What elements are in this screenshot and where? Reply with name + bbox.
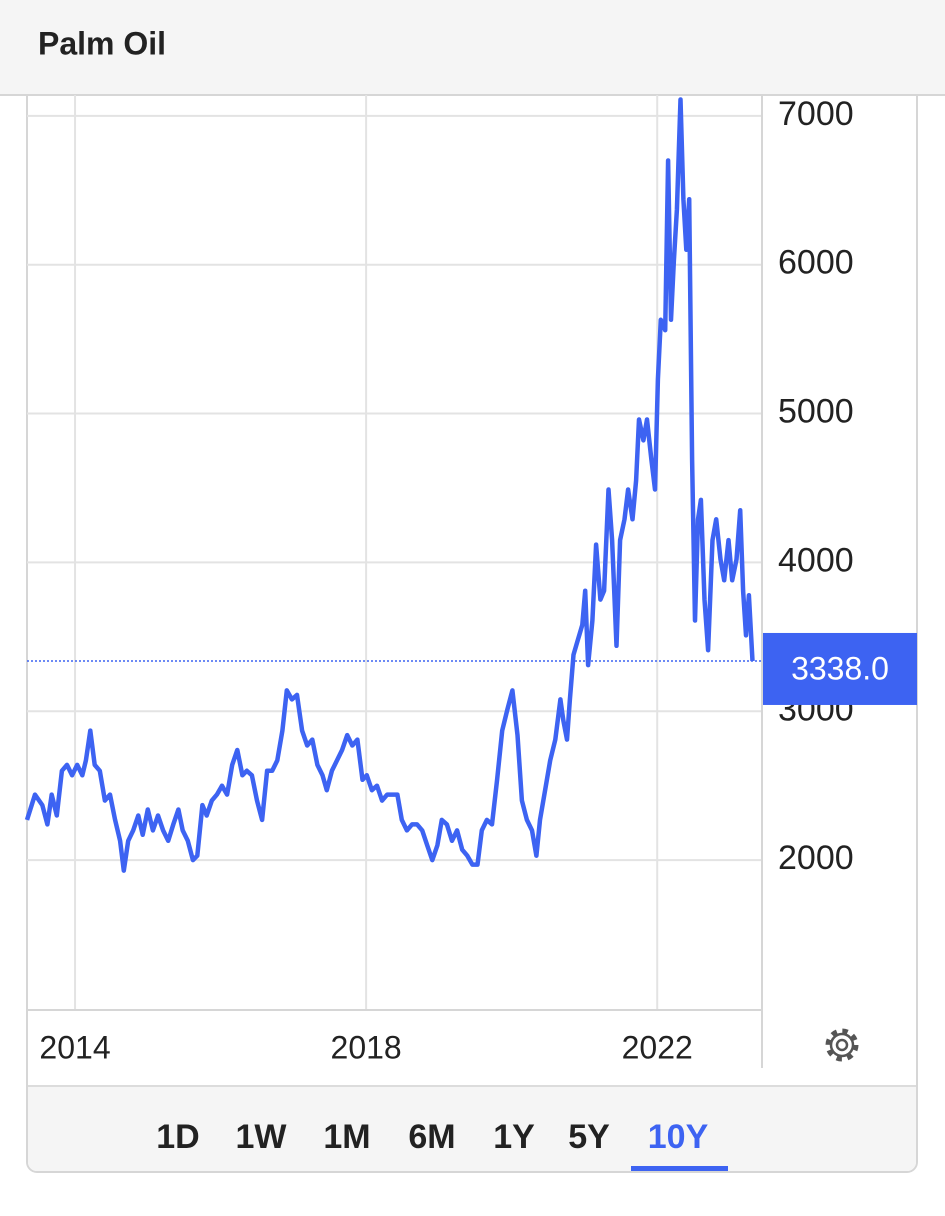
range-button[interactable]: 5Y [568, 1118, 610, 1156]
gear-teeth [825, 1028, 859, 1062]
gear-hole [835, 1038, 849, 1052]
x-tick-label: 2018 [331, 1029, 402, 1065]
panel-border [26, 95, 918, 1173]
y-tick-label: 6000 [778, 244, 854, 282]
gear-body [829, 1032, 855, 1058]
y-tick-label: 2000 [778, 839, 854, 877]
range-button[interactable]: 1M [323, 1118, 370, 1156]
y-tick-label: 4000 [778, 541, 854, 579]
settings-icon[interactable] [825, 1028, 859, 1062]
x-tick-label: 2022 [622, 1029, 693, 1065]
range-button[interactable]: 1W [236, 1118, 288, 1156]
last-price-box [763, 632, 917, 705]
last-price-label: 3338.0 [791, 650, 889, 686]
y-tick-label: 5000 [778, 393, 854, 431]
range-button-underline [631, 1166, 728, 1171]
y-tick-label: 7000 [778, 95, 854, 133]
range-button[interactable]: 1D [156, 1118, 199, 1156]
range-button[interactable]: 6M [408, 1118, 455, 1156]
range-button[interactable]: 1Y [493, 1118, 535, 1156]
header-bar [0, 0, 945, 95]
range-button[interactable]: 10Y [648, 1118, 709, 1156]
range-bar [28, 1086, 916, 1171]
price-line [24, 97, 755, 873]
x-tick-label: 2014 [39, 1029, 110, 1065]
header-title: Palm Oil [38, 25, 166, 61]
